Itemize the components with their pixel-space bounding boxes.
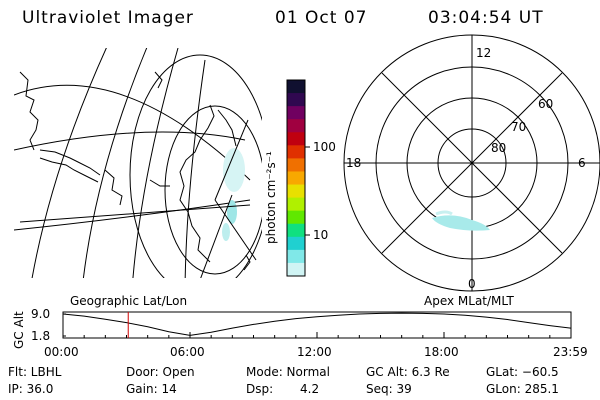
colorbar-swatch (287, 93, 305, 107)
timeline-y-axis-label: GC Alt (12, 311, 26, 349)
map-grid-line (19, 204, 251, 223)
colorbar-tick-label: 10 (313, 228, 329, 242)
gain-info: Gain: 14 (126, 382, 177, 396)
timeline-x-tick-label: 12:00 (297, 345, 332, 359)
colorbar-swatch (287, 210, 305, 225)
timeline-x-tick-label: 00:00 (44, 345, 79, 359)
mlt-label-dawn: 6 (578, 156, 586, 170)
glon-info: GLon: 285.1 (486, 382, 559, 396)
map-grid-line (14, 131, 246, 151)
coastline (149, 179, 170, 187)
aurora-map-patch (222, 223, 230, 241)
map-grid-line (132, 48, 179, 278)
seq-info: Seq: 39 (366, 382, 412, 396)
mode-info: Mode: Normal (246, 365, 330, 379)
app-title: Ultraviolet Imager (22, 8, 194, 28)
coastline (154, 71, 163, 89)
date-label: 01 Oct 07 (275, 8, 368, 28)
mlt-label-noon: 12 (476, 46, 492, 60)
timeline-x-tick-label: 18:00 (424, 345, 459, 359)
timeline-y-tick-label: 9.0 (31, 307, 51, 321)
map-grid-line (214, 119, 249, 201)
timeline-x-tick-label: 23:59 (553, 345, 588, 359)
earth-limb-outer (129, 54, 262, 278)
map-grid-line (200, 194, 233, 278)
mlat-label-60: 60 (538, 97, 554, 111)
colorbar-swatch (287, 132, 305, 146)
colorbar-swatch (287, 119, 305, 133)
aurora-polar-oval (432, 215, 490, 231)
coastline (217, 109, 237, 147)
gc-alt-info: GC Alt: 6.3 Re (366, 365, 450, 379)
map-grid-line (82, 48, 148, 278)
colorbar-swatch (287, 145, 305, 159)
mlt-label-dusk: 18 (346, 156, 362, 170)
polar-diagonal (381, 72, 563, 254)
map-grid-line (184, 59, 206, 278)
colorbar-swatch (287, 80, 305, 94)
ip-info: IP: 36.0 (8, 382, 54, 396)
geographic-map (14, 48, 262, 278)
mlat-label-80: 80 (491, 141, 507, 155)
glat-info: GLat: −60.5 (486, 365, 559, 379)
colorbar-tick-label: 100 (313, 140, 336, 154)
colorbar-swatch (287, 249, 305, 264)
colorbar-swatch (287, 158, 305, 172)
map-grid-line (14, 199, 251, 231)
mlat-label-70: 70 (511, 120, 527, 134)
dsp-label: Dsp: (246, 382, 274, 396)
map-grid-line (31, 48, 107, 278)
filter-info: Flt: LBHL (8, 365, 62, 379)
timeline-right-label: Apex MLat/MLT (424, 294, 514, 308)
colorbar-swatch (287, 106, 305, 120)
timeline-x-tick-label: 06:00 (170, 345, 205, 359)
colorbar-swatch (287, 223, 305, 238)
dsp-value: 4.2 (300, 382, 320, 396)
coastline (243, 254, 251, 271)
colorbar-swatch (287, 184, 305, 199)
coastline (179, 104, 215, 263)
coastline (39, 149, 101, 176)
colorbar-swatch (287, 197, 305, 212)
map-grid-line (214, 199, 257, 261)
earth-limb-inner (164, 105, 262, 275)
coastline (19, 71, 39, 151)
colorbar-unit-label: photon cm⁻²s⁻¹ (264, 151, 278, 244)
colorbar-swatch (287, 236, 305, 251)
coastline (104, 169, 123, 206)
timeline-left-label: Geographic Lat/Lon (70, 294, 188, 308)
door-info: Door: Open (126, 365, 195, 379)
altitude-curve (62, 312, 571, 336)
map-grid-line (14, 84, 251, 181)
aurora-map-patch (223, 148, 245, 192)
colorbar-swatch (287, 262, 305, 277)
timeline-y-tick-label: 1.8 (31, 329, 51, 343)
mlt-label-midnight: 0 (468, 277, 476, 291)
colorbar (287, 80, 305, 277)
time-label: 03:04:54 UT (428, 8, 544, 28)
timeline-x-ticks (62, 332, 572, 338)
aurora-polar-oval (435, 210, 453, 216)
colorbar-frame (286, 79, 306, 277)
polar-plot (343, 34, 600, 292)
coastline (39, 157, 99, 183)
colorbar-swatch (287, 171, 305, 186)
